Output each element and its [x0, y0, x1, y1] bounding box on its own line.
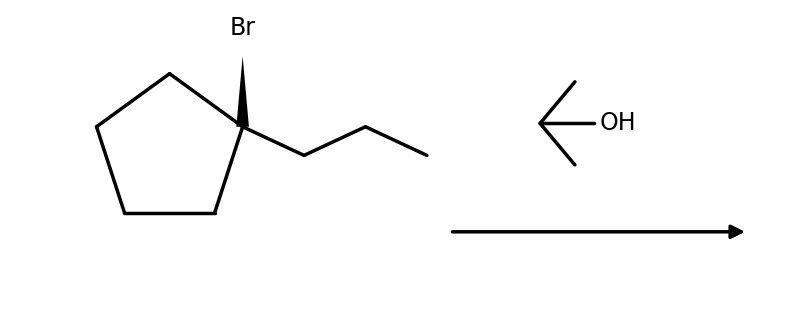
Text: Br: Br	[230, 16, 256, 40]
Polygon shape	[236, 56, 249, 127]
Text: OH: OH	[600, 111, 636, 135]
